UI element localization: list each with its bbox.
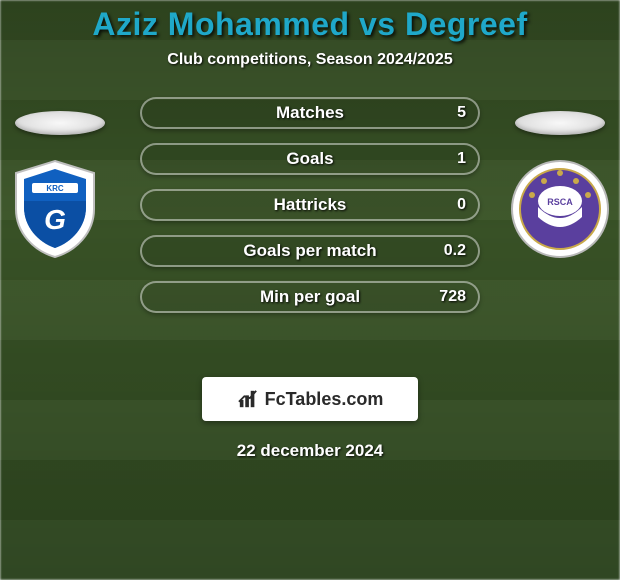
player-left-avatar-placeholder: [15, 111, 105, 135]
bar-chart-icon: [237, 389, 259, 409]
player-right-avatar-placeholder: [515, 111, 605, 135]
comparison-area: KRC G RSCA: [0, 97, 620, 357]
stat-row: Hattricks 0: [140, 189, 480, 221]
brand-label: FcTables.com: [265, 389, 384, 410]
brand-box[interactable]: FcTables.com: [202, 377, 418, 421]
svg-text:RSCA: RSCA: [547, 197, 573, 207]
player-left-column: KRC G: [0, 97, 120, 259]
svg-text:KRC: KRC: [46, 184, 64, 193]
stat-row: Goals per match 0.2: [140, 235, 480, 267]
stat-value-right: 728: [439, 288, 466, 306]
stat-label: Goals per match: [243, 241, 376, 261]
stat-row: Min per goal 728: [140, 281, 480, 313]
team-left-crest-wrap: KRC G: [10, 159, 110, 259]
player-right-column: RSCA: [500, 97, 620, 259]
svg-text:G: G: [44, 204, 66, 235]
stat-row: Goals 1: [140, 143, 480, 175]
stat-value-right: 5: [457, 104, 466, 122]
stat-label: Min per goal: [260, 287, 360, 307]
page-title: Aziz Mohammed vs Degreef: [92, 6, 527, 43]
subtitle: Club competitions, Season 2024/2025: [167, 51, 452, 69]
stat-label: Hattricks: [274, 195, 347, 215]
content-wrapper: Aziz Mohammed vs Degreef Club competitio…: [0, 0, 620, 580]
stat-row: Matches 5: [140, 97, 480, 129]
team-right-crest-wrap: RSCA: [510, 159, 610, 259]
stat-rows: Matches 5 Goals 1 Hattricks 0 Goals per …: [140, 97, 480, 313]
stat-value-right: 1: [457, 150, 466, 168]
stat-value-right: 0: [457, 196, 466, 214]
genk-crest-icon: KRC G: [10, 159, 100, 259]
stat-label: Matches: [276, 103, 344, 123]
stat-label: Goals: [286, 149, 333, 169]
date-label: 22 december 2024: [237, 441, 384, 461]
stat-value-right: 0.2: [444, 242, 466, 260]
anderlecht-crest-icon: RSCA: [510, 159, 610, 259]
